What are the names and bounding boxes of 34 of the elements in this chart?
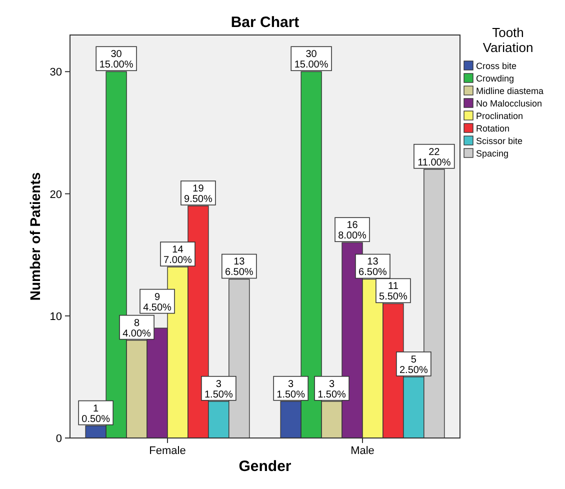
data-label: 1 0.50%	[82, 403, 110, 425]
data-label: 19 9.50%	[184, 183, 212, 205]
x-axis-title: Gender	[238, 458, 292, 475]
legend-label: No Malocclusion	[476, 98, 542, 108]
legend-label: Spacing	[476, 148, 509, 158]
data-label: 30 15.00%	[99, 49, 134, 71]
data-label: 13 6.50%	[224, 256, 254, 278]
chart-title: Bar Chart	[230, 14, 300, 31]
legend-label: Crowding	[476, 74, 514, 84]
data-label: 30 15.00%	[294, 49, 328, 71]
legend-label: Rotation	[476, 124, 510, 134]
data-label: 5 2.50%	[400, 354, 428, 376]
y-tick-label: 20	[50, 188, 62, 201]
data-label: 13 6.50%	[358, 256, 388, 278]
data-label: 16 8.00%	[338, 220, 367, 242]
data-label: 3 1.50%	[204, 378, 233, 400]
y-axis-title: Number of Patients	[27, 172, 43, 301]
legend-label: Cross bite	[476, 61, 517, 71]
y-tick-label: 0	[56, 433, 62, 445]
data-label: 8 4.00%	[122, 318, 152, 340]
legend-label: Midline diastema	[476, 86, 544, 96]
data-label: 22 11.00%	[418, 146, 451, 168]
data-label: 9 4.50%	[143, 292, 172, 314]
y-tick-label: 30	[50, 66, 62, 79]
data-label: 3 1.50%	[276, 378, 306, 400]
data-label: 11 5.50%	[379, 281, 408, 303]
x-tick-label: Female	[149, 445, 186, 457]
data-label: 14 7.00%	[164, 244, 192, 266]
legend-title: Tooth Variation	[482, 25, 534, 55]
y-tick-label: 10	[50, 310, 62, 323]
legend-label: Scissor bite	[476, 136, 523, 146]
legend-label: Proclination	[476, 111, 524, 121]
data-label: 3 1.50%	[318, 378, 346, 400]
x-tick-label: Male	[350, 445, 374, 457]
